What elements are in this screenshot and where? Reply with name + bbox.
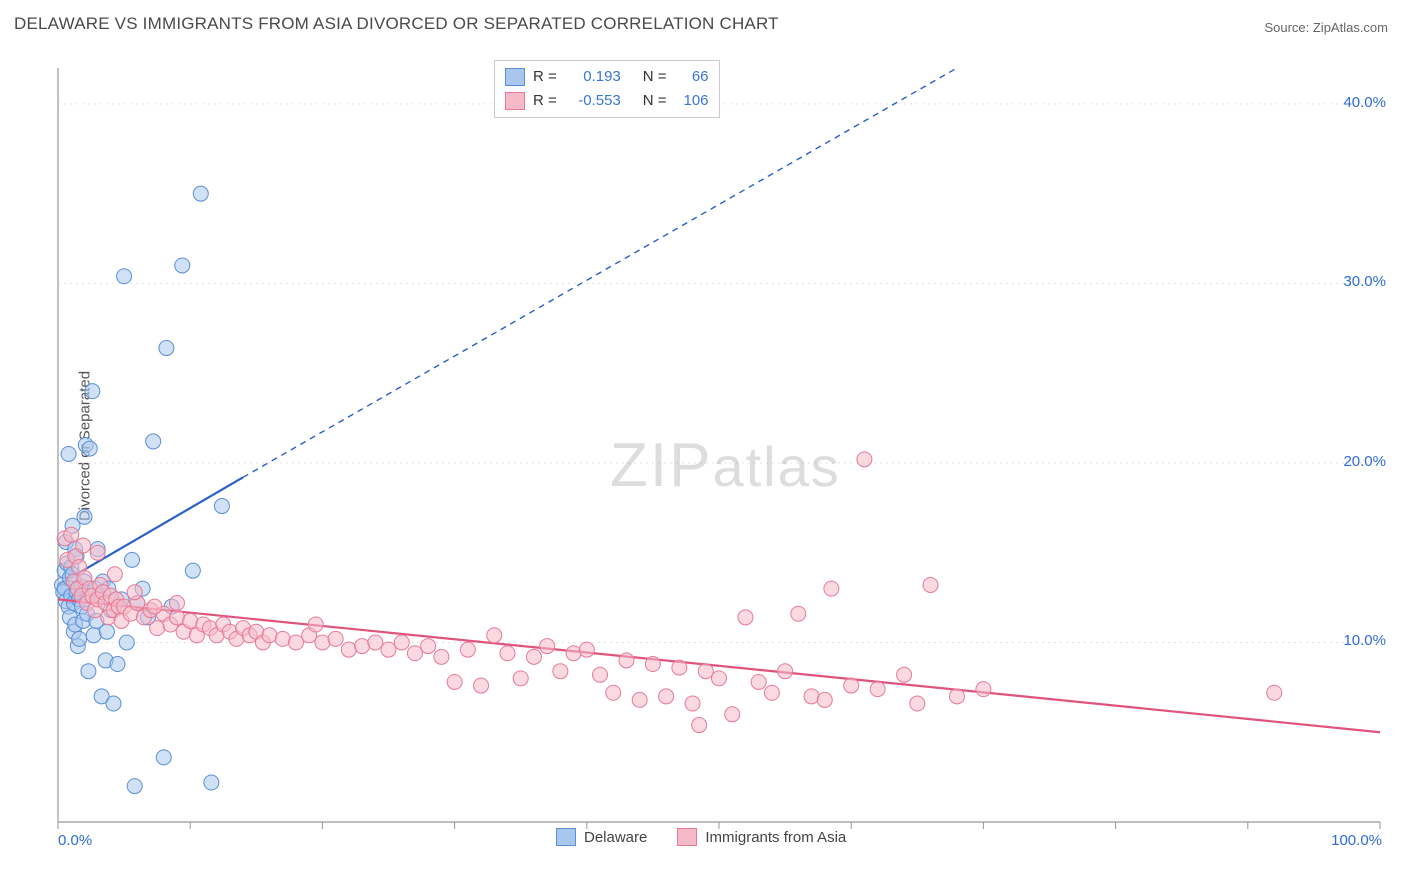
r-value: 0.193 [565,65,621,89]
r-label: R = [533,65,557,89]
plot-area: R =0.193N =66R =-0.553N =106 DelawareImm… [50,60,1388,840]
stats-legend-row: R = 0.193 N = 66 [505,65,709,89]
n-label: N = [643,65,667,89]
source-attribution: Source: ZipAtlas.com [1264,20,1388,35]
legend-item: Immigrants from Asia [677,828,846,846]
legend-swatch [505,92,525,110]
n-value: 66 [675,65,709,89]
series-legend: Delaware Immigrants from Asia [556,828,846,846]
scatter-chart [50,60,1388,840]
r-value: -0.553 [565,89,621,113]
legend-swatch [505,68,525,86]
r-label: R = [533,89,557,113]
legend-swatch [677,828,697,846]
legend-item: Delaware [556,828,647,846]
legend-swatch [556,828,576,846]
y-tick-label: 10.0% [1343,632,1386,649]
legend-label: Immigrants from Asia [705,829,846,846]
legend-label: Delaware [584,829,647,846]
source-link[interactable]: ZipAtlas.com [1313,20,1388,35]
chart-title: DELAWARE VS IMMIGRANTS FROM ASIA DIVORCE… [14,14,779,34]
source-label: Source: [1264,20,1312,35]
x-tick-label: 100.0% [1330,832,1382,849]
y-tick-label: 30.0% [1343,273,1386,290]
y-tick-label: 40.0% [1343,94,1386,111]
n-label: N = [643,89,667,113]
stats-legend: R = 0.193 N = 66 R = -0.553 N = 106 [494,60,720,118]
x-tick-label: 0.0% [58,832,92,849]
n-value: 106 [675,89,709,113]
stats-legend-row: R = -0.553 N = 106 [505,89,709,113]
y-tick-label: 20.0% [1343,453,1386,470]
